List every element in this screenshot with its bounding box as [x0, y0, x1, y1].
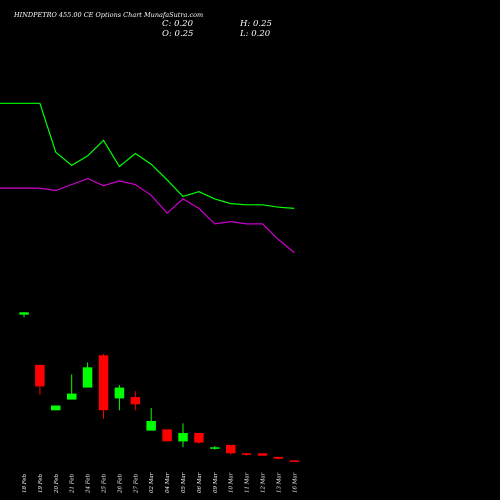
candle-body: [162, 429, 172, 442]
candle-body: [114, 387, 125, 399]
x-tick-label: 13 Mar: [276, 472, 282, 493]
x-tick-label: 25 Feb: [102, 473, 108, 494]
x-axis-labels: 18 Feb 19 Feb 20 Feb 21 Feb 24 Feb 25 Feb 26 F…: [22, 472, 298, 494]
ma-fast-line: [0, 102, 295, 209]
x-tick-label: 18 Feb: [22, 473, 28, 493]
candle-body: [82, 367, 93, 388]
candle-body: [67, 393, 77, 400]
ohlc-open: O: 0.25: [162, 29, 193, 39]
moving-average-layer: [0, 102, 295, 254]
ohlc-low: L: 0.20: [239, 29, 271, 39]
x-tick-label: 26 Feb: [117, 473, 123, 494]
x-tick-label: 16 Mar: [292, 472, 298, 493]
x-tick-label: 24 Feb: [86, 473, 92, 494]
candle-body: [289, 460, 300, 462]
x-tick-label: 12 Mar: [261, 472, 267, 493]
candle-body: [51, 405, 61, 411]
ohlc-close: C: 0.20: [162, 19, 194, 29]
x-tick-label: 19 Feb: [38, 473, 44, 493]
x-tick-label: 05 Mar: [181, 472, 187, 493]
x-tick-label: 02 Mar: [149, 472, 155, 493]
candle-body: [241, 453, 252, 455]
x-tick-label: 20 Feb: [54, 473, 60, 494]
x-tick-label: 04 Mar: [165, 472, 171, 493]
candle-body: [273, 456, 284, 459]
x-tick-label: 09 Mar: [213, 472, 219, 493]
x-tick-label: 21 Feb: [70, 473, 76, 494]
ohlc-high: H: 0.25: [239, 19, 272, 29]
candle-layer: [19, 312, 300, 462]
candle-body: [194, 433, 204, 443]
candle-body: [226, 444, 236, 454]
candle-body: [19, 312, 29, 315]
x-tick-label: 10 Mar: [229, 472, 235, 493]
x-tick-label: 11 Mar: [245, 472, 251, 493]
x-tick-label: 27 Feb: [133, 473, 139, 494]
candle-body: [178, 433, 188, 442]
candle-body: [130, 397, 141, 405]
candle-body: [257, 453, 268, 456]
chart-title: HINDPETRO 455.00 CE Options Chart Munafa…: [13, 11, 203, 19]
candle-body: [210, 447, 220, 449]
candle-body: [98, 355, 109, 411]
x-tick-label: 06 Mar: [197, 472, 203, 493]
candle-body: [35, 364, 45, 387]
candle-body: [146, 421, 156, 431]
ma-slow-line: [0, 177, 295, 254]
